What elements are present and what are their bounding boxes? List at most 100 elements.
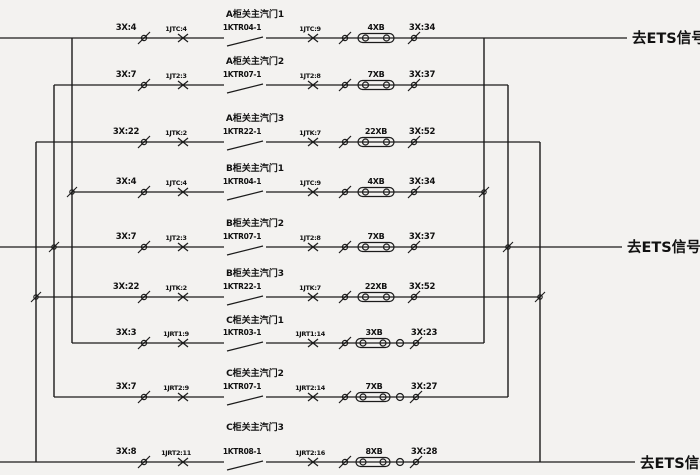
contact-icon xyxy=(177,187,189,197)
terminal-icon xyxy=(338,390,352,404)
terminal-icon xyxy=(407,240,421,254)
ets-signal-label: 去ETS信号3 xyxy=(640,454,700,472)
terminal-icon xyxy=(338,135,352,149)
left-terminal-label: 3X:7 xyxy=(116,232,137,242)
terminal-icon xyxy=(407,135,421,149)
terminal-icon xyxy=(338,290,352,304)
terminal-icon xyxy=(137,390,151,404)
contact-icon xyxy=(307,338,319,348)
contact-right-label: 1JRT2:16 xyxy=(295,449,326,457)
terminal-icon xyxy=(137,135,151,149)
contact-icon xyxy=(177,392,189,402)
row-title: A柜关主汽门3 xyxy=(226,112,284,124)
row-title: C柜关主汽门1 xyxy=(226,314,284,326)
left-terminal-label: 3X:8 xyxy=(116,447,137,457)
contact-icon xyxy=(177,457,189,467)
terminal-icon xyxy=(338,240,352,254)
fuse-label: 8XB xyxy=(366,447,383,456)
row-title: A柜关主汽门2 xyxy=(226,55,284,67)
fuse-label: 22XB xyxy=(365,127,387,136)
lamp-icon xyxy=(395,338,405,348)
left-terminal-label: 3X:22 xyxy=(113,127,140,137)
left-terminal-label: 3X:7 xyxy=(116,382,137,392)
terminal-icon xyxy=(409,390,423,404)
terminal-icon xyxy=(409,455,423,469)
junction-taps xyxy=(30,186,546,303)
circuit-row: B柜关主汽门3 3X:22 1JTK:2 1KTR22-1 1JTK:7 22X… xyxy=(36,267,540,306)
relay-label: 1KTR22-1 xyxy=(223,127,261,136)
contact-right-label: 1JTK:7 xyxy=(299,129,321,137)
relay-label: 1KTR07-1 xyxy=(223,382,261,391)
terminal-icon xyxy=(409,336,423,350)
row-title: B柜关主汽门3 xyxy=(226,267,284,279)
row-title: C柜关主汽门2 xyxy=(226,367,284,379)
relay-label: 1KTR07-1 xyxy=(223,70,261,79)
fuse-icon xyxy=(355,337,391,349)
terminal-icon xyxy=(137,455,151,469)
left-terminal-label: 3X:22 xyxy=(113,282,140,292)
fuse-icon xyxy=(357,186,395,198)
terminal-icon xyxy=(338,185,352,199)
relay-switch-icon xyxy=(226,341,264,352)
lamp-icon xyxy=(395,457,405,467)
contact-icon xyxy=(307,242,319,252)
contact-left-label: 1JRT2:9 xyxy=(163,384,189,392)
row-title: B柜关主汽门1 xyxy=(226,162,284,174)
contact-icon xyxy=(307,457,319,467)
row-title: B柜关主汽门2 xyxy=(226,217,284,229)
contact-left-label: 1JTC:4 xyxy=(165,25,187,33)
fuse-label: 7XB xyxy=(368,232,385,241)
fuse-icon xyxy=(357,291,395,303)
relay-switch-icon xyxy=(226,36,264,47)
right-terminal-label: 3X:34 xyxy=(409,23,436,33)
relay-switch-icon xyxy=(226,140,264,151)
terminal-icon xyxy=(137,31,151,45)
contact-right-label: 1JTC:9 xyxy=(299,179,321,187)
circuit-row: A柜关主汽门1 3X:4 1JTC:4 1KTR04-1 1JTC:9 4XB … xyxy=(0,8,700,47)
relay-label: 1KTR03-1 xyxy=(223,328,261,337)
contact-icon xyxy=(307,80,319,90)
contact-icon xyxy=(177,338,189,348)
right-terminal-label: 3X:28 xyxy=(411,447,438,457)
circuit-row: C柜关主汽门2 3X:7 1JRT2:9 1KTR07-1 1JRT2:14 7… xyxy=(54,367,508,406)
relay-switch-icon xyxy=(226,395,264,406)
contact-right-label: 1JT2:8 xyxy=(299,234,321,242)
circuit-row: A柜关主汽门2 3X:7 1JT2:3 1KTR07-1 1JT2:8 7XB … xyxy=(54,55,508,94)
relay-switch-icon xyxy=(226,245,264,256)
fuse-label: 22XB xyxy=(365,282,387,291)
right-terminal-label: 3X:52 xyxy=(409,282,436,292)
right-terminal-label: 3X:52 xyxy=(409,127,436,137)
contact-right-label: 1JT2:8 xyxy=(299,72,321,80)
left-terminal-label: 3X:3 xyxy=(116,328,137,338)
contact-left-label: 1JTC:4 xyxy=(165,179,187,187)
contact-icon xyxy=(177,33,189,43)
contact-right-label: 1JTC:9 xyxy=(299,25,321,33)
relay-switch-icon xyxy=(226,460,264,471)
terminal-icon xyxy=(137,185,151,199)
fuse-icon xyxy=(355,456,391,468)
circuit-row: A柜关主汽门3 3X:22 1JTK:2 1KTR22-1 1JTK:7 22X… xyxy=(36,112,540,151)
right-terminal-label: 3X:34 xyxy=(409,177,436,187)
fuse-label: 3XB xyxy=(366,328,383,337)
fuse-label: 7XB xyxy=(366,382,383,391)
left-terminal-label: 3X:4 xyxy=(116,23,137,33)
relay-label: 1KTR08-1 xyxy=(223,447,261,456)
contact-left-label: 1JRT2:11 xyxy=(161,449,192,457)
relay-switch-icon xyxy=(226,83,264,94)
terminal-icon xyxy=(137,336,151,350)
terminal-icon xyxy=(338,455,352,469)
lamp-icon xyxy=(395,392,405,402)
contact-left-label: 1JTK:2 xyxy=(165,129,187,137)
ets-signal-label: 去ETS信号2 xyxy=(627,238,700,256)
ets-signal-label: 去ETS信号1 xyxy=(632,29,700,47)
terminal-icon xyxy=(407,185,421,199)
circuit-row: C柜关主汽门1 3X:3 1JRT1:9 1KTR03-1 1JRT1:14 3… xyxy=(72,314,484,352)
terminal-icon xyxy=(338,78,352,92)
fuse-icon xyxy=(357,79,395,91)
fuse-icon xyxy=(355,391,391,403)
terminal-icon xyxy=(338,336,352,350)
contact-icon xyxy=(177,137,189,147)
contact-icon xyxy=(177,242,189,252)
relay-switch-icon xyxy=(226,295,264,306)
